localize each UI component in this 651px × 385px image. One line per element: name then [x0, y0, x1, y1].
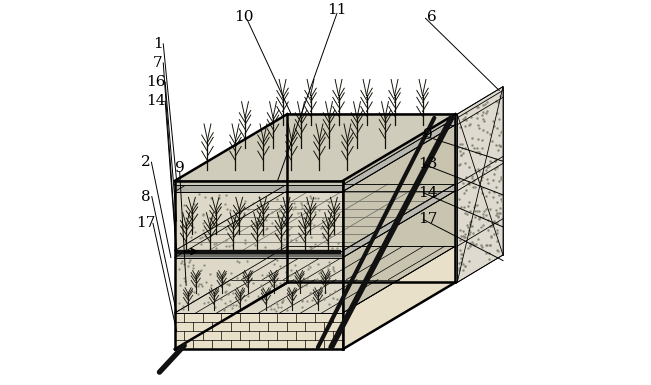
Polygon shape	[174, 118, 455, 185]
Text: 8: 8	[141, 189, 151, 204]
Text: 6: 6	[427, 10, 437, 24]
Polygon shape	[174, 181, 342, 185]
Text: 16: 16	[146, 75, 165, 89]
Text: 9: 9	[175, 161, 184, 175]
Polygon shape	[342, 114, 455, 185]
Polygon shape	[174, 251, 342, 258]
Polygon shape	[342, 118, 455, 192]
Polygon shape	[342, 184, 455, 258]
Polygon shape	[174, 185, 342, 192]
Polygon shape	[174, 313, 342, 349]
Polygon shape	[457, 87, 503, 283]
Text: 17: 17	[137, 216, 156, 230]
Text: 1: 1	[152, 37, 162, 51]
Text: 9: 9	[423, 129, 433, 142]
Text: 14: 14	[418, 186, 437, 200]
Polygon shape	[342, 246, 455, 349]
Polygon shape	[342, 125, 455, 251]
Polygon shape	[174, 184, 455, 251]
Polygon shape	[174, 191, 455, 258]
Text: 13: 13	[418, 157, 437, 171]
Text: 14: 14	[146, 94, 165, 108]
Polygon shape	[174, 114, 455, 181]
Text: 11: 11	[327, 3, 347, 17]
Polygon shape	[174, 125, 455, 192]
Polygon shape	[342, 191, 455, 313]
Text: 2: 2	[141, 155, 151, 169]
Text: 17: 17	[418, 213, 437, 226]
Text: 7: 7	[153, 56, 162, 70]
Polygon shape	[174, 246, 455, 313]
Polygon shape	[174, 192, 342, 251]
Text: 10: 10	[234, 10, 253, 24]
Polygon shape	[174, 258, 342, 313]
